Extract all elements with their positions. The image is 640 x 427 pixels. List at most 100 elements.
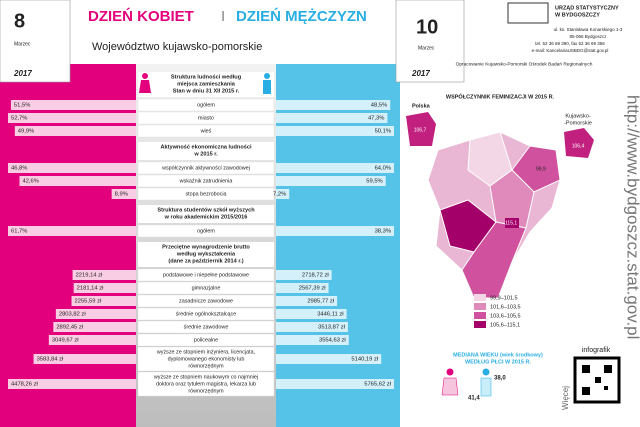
- section-heading: miejsca zamieszkania: [177, 81, 236, 87]
- women-bar: [73, 283, 136, 293]
- men-value: 5140,19 zł: [351, 357, 378, 363]
- row-label-box: [137, 346, 275, 372]
- women-value: 4478,26 zł: [11, 382, 38, 388]
- credit: Opracowanie Kujawsko-Pomorski Ośrodek Ba…: [456, 61, 593, 67]
- row-label: policealne: [194, 337, 218, 343]
- men-value: 3554,63 zł: [319, 338, 346, 344]
- women-value: 42,6%: [22, 179, 38, 185]
- row-label: średnie zawodowe: [184, 324, 229, 330]
- row-label: doktora oraz tytułem magistra, lekarza l…: [156, 381, 256, 387]
- section-heading: według wykształcenia: [176, 251, 236, 257]
- men-bar: [276, 309, 347, 319]
- women-value: 2255,59 zł: [75, 299, 102, 305]
- legend-swatch: [474, 303, 486, 310]
- row-label: wyższe ze stopniem naukowym co najmniej: [153, 374, 258, 380]
- map-label: Kujawsko-: [565, 113, 591, 119]
- row-label-box: [137, 124, 275, 138]
- men-bar: [276, 100, 391, 110]
- title-separator: I: [221, 8, 225, 25]
- map-label: -Pomorskie: [564, 120, 592, 126]
- men-value: 2985,77 zł: [307, 299, 334, 305]
- women-value: 61,7%: [11, 229, 27, 235]
- calendar-left: [0, 0, 71, 83]
- day: 10: [416, 16, 438, 38]
- women-bar: [33, 354, 136, 364]
- logo: [507, 2, 549, 24]
- women-bar: [8, 379, 136, 389]
- row-label-box: [137, 371, 275, 397]
- women-bar: [10, 100, 136, 110]
- row-label: stopa bezrobocia: [185, 191, 226, 197]
- men-panel: [276, 64, 400, 427]
- women-value: 2181,14 zł: [77, 286, 104, 292]
- row-label-box: [137, 161, 275, 175]
- woman-icon: [139, 80, 151, 93]
- men-value: 59,5%: [366, 179, 382, 185]
- url[interactable]: http://www.bydgoszcz.stat.gov.pl: [624, 95, 640, 339]
- row-label-box: [137, 294, 275, 308]
- more-label[interactable]: Więcej: [561, 386, 570, 410]
- median-women: 41,4: [468, 396, 480, 402]
- women-value: 49,9%: [18, 129, 34, 135]
- section-heading-box: [138, 72, 274, 97]
- women-value: 46,8%: [11, 166, 27, 172]
- men-bar: [276, 270, 332, 280]
- median-men: 38,0: [494, 376, 506, 382]
- row-label: wyższe ze stopniem inżyniera, licencjata…: [156, 349, 256, 355]
- men-bar: [276, 163, 394, 173]
- men-bar: [276, 335, 349, 345]
- legend-swatch: [474, 321, 486, 328]
- row-label: współczynnik aktywności zawodowej: [161, 165, 250, 171]
- men-value: 2567,39 zł: [299, 286, 326, 292]
- office-address: ul. ks. Stanisława Konarskiego 1-3: [554, 27, 623, 32]
- section-heading: w roku akademickim 2015/2016: [164, 214, 248, 220]
- legend-swatch: [474, 294, 486, 301]
- title-men: DZIEŃ MĘŻCZYZN: [236, 8, 367, 25]
- section-heading-box: [138, 242, 274, 267]
- men-bar: [276, 296, 338, 306]
- year: 2017: [411, 69, 430, 78]
- women-value: 3049,67 zł: [52, 338, 79, 344]
- men-value: 47,3%: [368, 116, 384, 122]
- legend-swatch: [474, 312, 486, 319]
- day: 8: [14, 10, 25, 32]
- section-heading: Struktura ludności według: [171, 74, 242, 80]
- row-label: średnie ogólnokształcące: [176, 311, 237, 317]
- men-bar: [276, 176, 386, 186]
- row-label-box: [137, 268, 275, 282]
- office-name: W BYDGOSZCZY: [555, 12, 600, 18]
- legend-label: 103,6–105,5: [490, 313, 521, 319]
- map-label: Polska: [412, 103, 431, 109]
- office-address: tel. 52 36 69 390, fax 52 36 69 356: [535, 41, 605, 46]
- row-label: miasto: [198, 115, 214, 121]
- office-name: URZĄD STATYSTYCZNY: [555, 5, 619, 11]
- office-address: 85-066 Bydgoszcz: [569, 34, 607, 39]
- women-bar: [53, 322, 136, 332]
- row-label-box: [137, 111, 275, 125]
- women-bar: [55, 309, 137, 319]
- women-bar: [111, 189, 136, 199]
- map-value: 106,7: [414, 127, 427, 133]
- row-label: podstawowe i niepełne podstawowe: [163, 272, 249, 278]
- man-icon: [263, 80, 271, 94]
- row-label: wskaźnik zatrudnienia: [179, 178, 233, 184]
- row-label: wieś: [200, 128, 212, 134]
- row-label-box: [137, 187, 275, 201]
- row-label: ogółem: [197, 228, 215, 234]
- row-label: gimnazjalne: [192, 285, 221, 291]
- region-shape: [564, 128, 594, 158]
- men-bar: [276, 283, 329, 293]
- map-title: WSPÓŁCZYNNIK FEMINIZACJI W 2015 R.: [446, 92, 555, 100]
- median-title: MEDIANA WIEKU (wiek środkowy): [453, 352, 543, 358]
- legend-label: 105,6–115,1: [490, 322, 520, 328]
- section-heading: Stan w dniu 31 XII 2015 r.: [173, 88, 240, 94]
- district: [505, 218, 519, 228]
- women-panel: [0, 64, 136, 427]
- woman-icon: [446, 368, 454, 376]
- men-value: 5765,62 zł: [364, 382, 391, 388]
- men-value: 50,1%: [375, 129, 391, 135]
- subtitle: Województwo kujawsko-pomorskie: [92, 41, 262, 53]
- women-value: 2892,45 zł: [56, 325, 83, 331]
- men-value: 38,3%: [375, 229, 391, 235]
